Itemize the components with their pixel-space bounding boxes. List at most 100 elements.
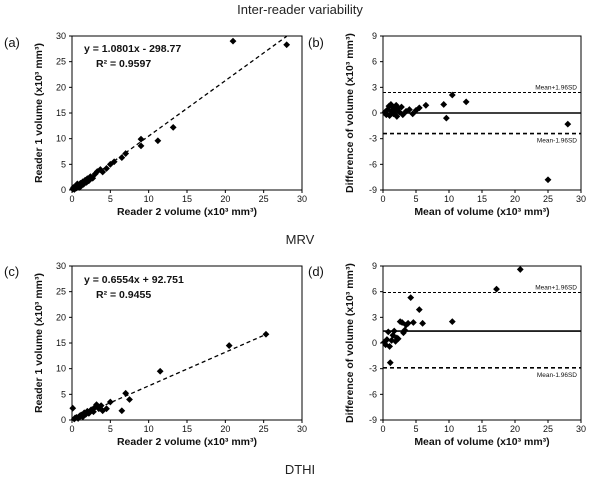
data-point — [99, 407, 107, 415]
upper-limit-label: Mean+1.96SD — [535, 84, 577, 91]
x-tick-label: 5 — [108, 194, 113, 204]
data-point — [283, 41, 291, 49]
y-tick-label: 6 — [372, 287, 377, 297]
data-point — [384, 106, 392, 113]
data-point — [385, 102, 393, 110]
data-point — [103, 165, 110, 172]
data-point — [448, 91, 456, 99]
data-point — [97, 402, 105, 410]
y-tick-label: 0 — [372, 108, 377, 118]
chart-panel-3: (c) 0 5 10 15 20 25 30 0 5 10 15 20 25 30 Reader 2 volu… — [4, 261, 307, 448]
data-point — [390, 327, 398, 335]
y-tick-label: 0 — [61, 185, 66, 195]
data-point — [564, 120, 572, 128]
y-tick-label: -9 — [369, 185, 377, 195]
y-tick-label: 6 — [372, 57, 377, 67]
panel-label: (b) — [308, 35, 324, 50]
data-point — [169, 123, 177, 131]
y-axis-title: Difference of volume (x10³ mm³) — [344, 33, 356, 193]
x-tick-label: 10 — [144, 194, 154, 204]
y-tick-label: -6 — [369, 389, 377, 399]
panel-label: (d) — [308, 264, 324, 279]
x-tick-label: 25 — [259, 424, 269, 434]
data-point — [516, 266, 524, 273]
x-tick-label: 10 — [144, 424, 154, 434]
data-point — [106, 398, 114, 406]
y-axis-title: Reader 1 volume (x10³ mm³) — [33, 43, 45, 183]
x-tick-label: 0 — [69, 424, 74, 434]
data-point — [95, 405, 103, 413]
y-tick-label: 30 — [56, 31, 66, 41]
x-axis-title: Reader 2 volume (x10³ mm³) — [117, 206, 257, 218]
x-tick-label: 25 — [543, 194, 553, 204]
upper-limit-label: Mean+1.96SD — [535, 285, 577, 292]
y-tick-label: 30 — [56, 261, 66, 271]
x-tick-label: 10 — [444, 194, 454, 204]
x-tick-label: 5 — [413, 194, 418, 204]
data-point — [384, 328, 392, 336]
r-squared: R² = 0.9597 — [96, 58, 151, 70]
regression-equation: y = 0.6554x + 92.751 — [84, 274, 184, 286]
data-point — [383, 336, 391, 343]
x-tick-label: 10 — [444, 424, 454, 434]
data-point — [99, 168, 107, 176]
x-axis-title: Mean of volume (x10³ mm³) — [414, 206, 549, 218]
x-tick-label: 15 — [182, 194, 192, 204]
x-axis-title: Mean of volume (x10³ mm³) — [414, 436, 549, 448]
y-tick-label: 3 — [372, 312, 377, 322]
y-tick-label: 20 — [56, 312, 66, 322]
y-tick-label: 15 — [56, 338, 66, 348]
data-point — [77, 182, 85, 190]
x-tick-label: 0 — [380, 194, 385, 204]
chart-panel-1: (a) 0 5 10 15 20 25 30 0 5 10 15 20 25 30 Reader 2 volu… — [4, 31, 307, 218]
data-point — [262, 330, 270, 338]
y-tick-label: -9 — [369, 415, 377, 425]
data-point — [89, 174, 97, 182]
y-tick-label: 20 — [56, 82, 66, 92]
data-point — [493, 285, 500, 293]
data-point — [137, 142, 145, 150]
data-point — [156, 367, 164, 375]
data-point — [81, 176, 89, 184]
group-label-dthi: DTHI — [285, 462, 315, 477]
data-point — [85, 409, 93, 417]
panel-label: (a) — [4, 35, 20, 50]
data-point — [388, 107, 395, 115]
data-point — [122, 150, 130, 157]
data-point — [154, 137, 162, 145]
y-tick-label: 25 — [56, 57, 66, 67]
x-tick-label: 5 — [413, 424, 418, 434]
data-point — [137, 135, 145, 143]
data-point — [399, 111, 407, 119]
data-point — [79, 413, 87, 421]
figure-title: Inter-reader variability — [237, 2, 363, 17]
data-point — [391, 107, 399, 114]
r-squared: R² = 0.9455 — [96, 289, 151, 301]
lower-limit-label: Mean-1.96SD — [537, 138, 577, 145]
y-axis-title: Difference of volume (x10³ mm³) — [344, 263, 356, 423]
data-point — [407, 294, 415, 302]
trend-line — [73, 333, 268, 420]
data-point — [386, 359, 394, 367]
x-tick-label: 30 — [297, 194, 307, 204]
x-tick-label: 0 — [69, 194, 74, 204]
y-axis-title: Reader 1 volume (x10³ mm³) — [33, 273, 45, 413]
data-point — [229, 37, 237, 45]
data-point — [126, 396, 133, 403]
data-point — [393, 113, 401, 120]
data-point — [390, 110, 397, 118]
y-tick-label: 3 — [372, 82, 377, 92]
data-point — [442, 114, 450, 122]
data-point — [415, 104, 423, 112]
y-tick-label: 0 — [372, 338, 377, 348]
x-tick-label: 15 — [477, 424, 487, 434]
data-point — [440, 101, 448, 108]
data-point — [225, 342, 233, 349]
y-tick-label: 9 — [372, 31, 377, 41]
data-point — [118, 407, 126, 415]
x-tick-label: 30 — [576, 424, 586, 434]
data-point — [409, 319, 417, 326]
y-tick-label: 5 — [61, 159, 66, 169]
data-point — [122, 389, 130, 397]
y-tick-label: -6 — [369, 159, 377, 169]
